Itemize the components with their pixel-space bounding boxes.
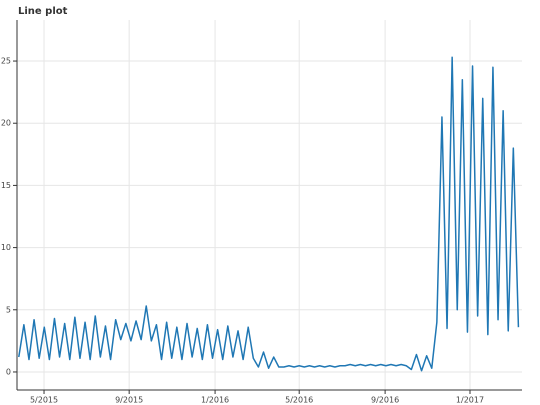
chart-title: Line plot [18,6,68,17]
y-tick-label: 5 [6,305,11,314]
x-tick-label: 1/2016 [201,396,229,405]
x-tick-label: 1/2017 [456,396,484,405]
y-tick-label: 15 [1,181,11,190]
y-tick-label: 10 [1,243,11,252]
x-tick-label: 5/2015 [30,396,58,405]
x-tick-label: 5/2016 [285,396,313,405]
x-tick-label: 9/2015 [115,396,143,405]
y-tick-label: 0 [6,367,11,376]
y-tick-label: 25 [1,57,11,66]
y-tick-label: 20 [1,119,11,128]
line [18,56,520,372]
x-tick-label: 9/2016 [371,396,399,405]
